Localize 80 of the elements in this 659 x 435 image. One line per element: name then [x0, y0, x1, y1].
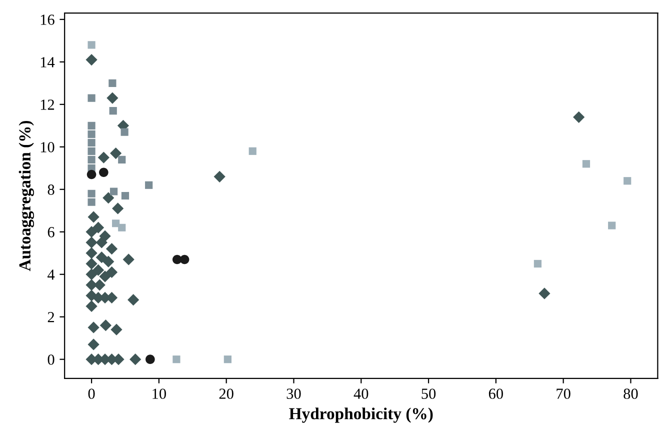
point: [573, 111, 585, 123]
point: [534, 260, 542, 268]
point: [538, 288, 550, 300]
x-tick-label: 0: [88, 388, 95, 399]
point: [88, 198, 96, 206]
point: [118, 224, 126, 232]
point: [102, 256, 114, 268]
point: [108, 79, 116, 87]
point: [98, 152, 110, 164]
x-tick-label: 30: [286, 388, 301, 399]
point: [172, 356, 180, 364]
point: [92, 222, 104, 234]
point: [100, 320, 112, 332]
y-tick-label: 16: [40, 14, 54, 25]
point: [146, 354, 155, 364]
point: [248, 147, 256, 155]
y-tick-label: 4: [48, 270, 55, 280]
point: [99, 230, 111, 242]
point: [86, 247, 98, 259]
point: [118, 156, 126, 164]
point: [112, 202, 124, 214]
point: [120, 128, 128, 136]
point: [214, 170, 226, 182]
y-tick-label: 10: [40, 142, 54, 152]
point: [224, 356, 232, 364]
point: [109, 106, 117, 115]
point: [110, 147, 122, 160]
point: [88, 94, 96, 102]
point: [86, 268, 98, 280]
point: [110, 324, 122, 336]
point: [88, 41, 96, 49]
x-axis-title: Hydrophobicity (%): [289, 408, 433, 423]
point: [102, 192, 114, 204]
point: [88, 130, 96, 138]
point: [624, 177, 632, 185]
point: [128, 294, 140, 306]
y-tick-label: 14: [40, 57, 55, 68]
point: [88, 190, 96, 198]
point: [121, 192, 130, 200]
point: [106, 243, 118, 255]
point: [130, 354, 142, 366]
x-tick-label: 70: [556, 388, 570, 399]
point: [106, 92, 118, 104]
y-tick-label: 8: [48, 184, 54, 195]
point: [86, 170, 96, 180]
point: [88, 138, 96, 146]
point: [608, 222, 616, 230]
point: [112, 220, 120, 228]
point: [122, 254, 134, 266]
x-tick-label: 50: [422, 388, 436, 399]
point: [88, 322, 100, 334]
point: [106, 266, 118, 278]
point: [86, 258, 98, 270]
point: [86, 226, 98, 238]
y-tick-label: 2: [48, 312, 54, 322]
x-tick-label: 40: [354, 388, 368, 399]
x-tick-label: 10: [152, 388, 166, 399]
y-tick-label: 12: [40, 100, 54, 110]
point: [180, 254, 190, 264]
point: [88, 211, 100, 223]
x-tick-label: 80: [624, 388, 638, 399]
point: [86, 236, 98, 248]
y-tick-label: 6: [48, 227, 54, 238]
point: [92, 264, 104, 276]
point: [88, 122, 96, 130]
point: [88, 147, 96, 155]
point: [99, 168, 108, 178]
point: [145, 181, 153, 189]
point: [96, 252, 108, 264]
point: [99, 270, 111, 282]
point: [88, 156, 96, 164]
point: [86, 300, 98, 312]
point: [86, 54, 98, 66]
x-tick-label: 60: [488, 388, 503, 399]
point: [88, 338, 100, 350]
x-tick-label: 20: [219, 388, 234, 399]
point: [110, 188, 118, 196]
y-axis-title: Autoaggregation (%): [18, 120, 34, 272]
point: [582, 160, 590, 168]
y-tick-label: 0: [48, 354, 54, 365]
